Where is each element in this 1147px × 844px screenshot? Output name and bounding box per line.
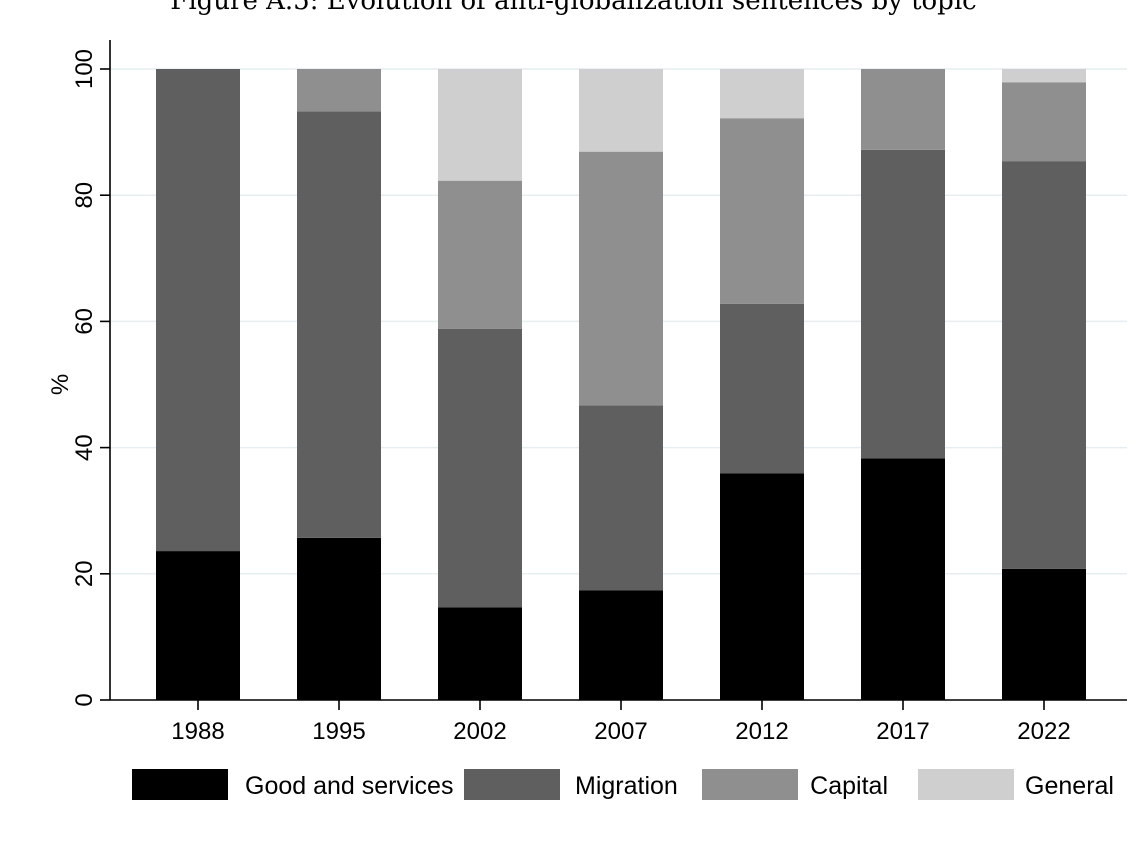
y-tick-label: 80 [71, 182, 98, 209]
legend-label: Good and services [245, 772, 453, 800]
bar-segment-capital-2002 [438, 180, 522, 329]
x-tick-label: 2007 [594, 718, 647, 745]
bar-segment-general-2012 [720, 69, 804, 119]
bar-segment-good-and-services-1988 [156, 551, 240, 700]
bar-segment-capital-2017 [861, 69, 945, 150]
x-ticks: 1988 1995 2002 2007 2012 2017 2022 [171, 700, 1071, 745]
bar-segment-general-2002 [438, 69, 522, 181]
bar-segment-good-and-services-2007 [579, 590, 663, 700]
y-tick-label: 20 [71, 560, 98, 587]
bar-segment-capital-2022 [1002, 82, 1086, 162]
legend-label: General [1025, 772, 1114, 800]
bar-segment-good-and-services-2022 [1002, 568, 1086, 700]
legend-swatch-capital [702, 769, 798, 800]
bar-segment-capital-1995 [297, 69, 381, 112]
bar-segment-migration-1995 [297, 111, 381, 538]
bar-segment-good-and-services-1995 [297, 537, 381, 700]
legend-label: Migration [575, 772, 678, 800]
x-tick-label: 1995 [312, 718, 365, 745]
y-ticks: 0 20 40 60 80 100 [71, 49, 110, 707]
bar-segment-migration-2017 [861, 149, 945, 459]
axes [109, 40, 1127, 701]
x-tick-label: 2022 [1017, 718, 1070, 745]
bars [156, 69, 1086, 700]
bar-segment-good-and-services-2017 [861, 458, 945, 700]
y-tick-label: 60 [71, 308, 98, 335]
bar-segment-migration-2002 [438, 328, 522, 608]
bar-segment-migration-2022 [1002, 161, 1086, 569]
bar-segment-good-and-services-2002 [438, 607, 522, 700]
x-tick-label: 2017 [876, 718, 929, 745]
y-tick-label: 100 [71, 49, 98, 89]
figure-title: Figure A.5: Evolution of anti-globalizat… [170, 0, 977, 16]
legend-swatch-good-and-services [132, 769, 228, 800]
bar-segment-migration-1988 [156, 69, 240, 552]
x-tick-label: 1988 [171, 718, 224, 745]
legend-swatch-general [918, 769, 1014, 800]
x-tick-label: 2012 [735, 718, 788, 745]
legend-swatch-migration [464, 769, 560, 800]
bar-segment-good-and-services-2012 [720, 473, 804, 700]
x-tick-label: 2002 [453, 718, 506, 745]
legend-label: Capital [810, 772, 888, 800]
y-tick-label: 40 [71, 434, 98, 461]
bar-segment-capital-2012 [720, 118, 804, 304]
bar-segment-capital-2007 [579, 151, 663, 406]
y-axis-label: % [47, 374, 74, 395]
bar-segment-migration-2007 [579, 405, 663, 591]
bar-segment-general-2022 [1002, 69, 1086, 83]
y-tick-label: 0 [71, 693, 98, 706]
bar-segment-general-2007 [579, 69, 663, 152]
legend: Good and services Migration Capital General [132, 769, 1114, 800]
bar-segment-migration-2012 [720, 303, 804, 474]
